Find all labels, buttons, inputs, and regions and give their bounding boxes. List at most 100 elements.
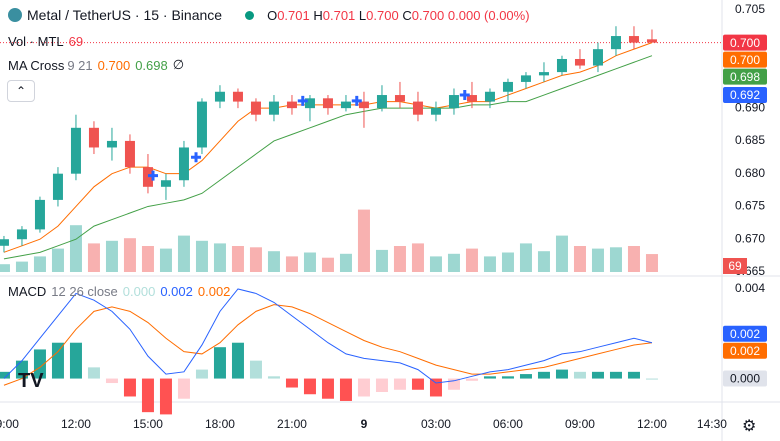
histogram-bar [357, 378, 370, 397]
candle-body [520, 75, 531, 82]
histogram-bar [375, 378, 388, 392]
volume-bar [105, 240, 118, 272]
x-tick-label: 09:00 [565, 417, 595, 431]
x-tick-label: 9 [361, 417, 368, 431]
price-tag-label: 0.000 [730, 372, 760, 386]
candle-body [214, 91, 225, 102]
x-tick-label: 09:00 [0, 417, 19, 431]
volume-tag-label: 69 [728, 259, 742, 273]
histogram-bar [645, 378, 658, 380]
ma-cross [191, 152, 202, 163]
candle-body [448, 95, 459, 109]
histogram-bar [213, 347, 226, 379]
volume-bar [69, 225, 82, 272]
candle-body [178, 147, 189, 181]
y-tick-label: 0.670 [735, 231, 765, 245]
volume-bar [501, 252, 514, 272]
ma-cross [297, 95, 308, 106]
ohlc: O0.701 H0.701 L0.700 C0.700 0.000 (0.00%… [267, 8, 530, 23]
macd-legend: MACD 12 26 close 0.000 0.002 0.002 [8, 284, 230, 299]
legend-params: 9 21 [67, 57, 93, 73]
price-tag [723, 68, 767, 85]
volume-bar [87, 243, 100, 272]
candle-body [52, 173, 63, 200]
y-tick-label: 0.004 [735, 281, 765, 295]
ohlc-key: H [313, 7, 323, 23]
candle-body [0, 239, 9, 246]
volume-bar [0, 264, 10, 272]
histogram-bar [51, 342, 64, 379]
candle-body [538, 72, 549, 76]
volume-bar [51, 248, 64, 272]
histogram-bar [627, 371, 640, 379]
settings-icon[interactable]: ⚙ [742, 418, 757, 435]
histogram-bar [123, 378, 136, 397]
volume-bar [231, 246, 244, 272]
legend-value: 69 [68, 34, 84, 49]
legend-title[interactable]: Vol · MTL [8, 34, 64, 49]
volume-bar [177, 235, 190, 272]
histogram-bar [249, 360, 262, 379]
price-tag-label: 0.002 [730, 327, 760, 341]
y-tick-label: 0.685 [735, 133, 765, 147]
legend-value: 0.698 [135, 57, 168, 73]
volume-bar [465, 248, 478, 272]
candle-body [592, 49, 603, 66]
volume-bar [267, 251, 280, 272]
histogram-bar [141, 378, 154, 413]
ohlc-value: 0.700 [411, 7, 445, 23]
price-tag-label: 0.700 [730, 53, 760, 67]
volume-tag [723, 258, 747, 274]
symbol[interactable]: Metal / TetherUS · 15 · Binance [27, 7, 223, 23]
ma-legend: MA Cross 9 21 0.700 0.698 ∅ [8, 57, 184, 73]
symbol-icon [8, 8, 22, 22]
candle-body [394, 95, 405, 102]
histogram-bar [33, 349, 46, 379]
volume-bar [15, 261, 28, 272]
volume-bar [627, 246, 640, 272]
candle-body [322, 98, 333, 109]
legend-title[interactable]: MA Cross [8, 57, 65, 73]
candle-body [574, 58, 585, 66]
y-tick-label: 0.705 [735, 2, 765, 16]
candle-body [430, 108, 441, 115]
collapse-button[interactable]: ⌃ [7, 80, 35, 102]
histogram-bar [321, 378, 334, 399]
legend-value: 0.002 [160, 284, 193, 299]
candle-body [376, 95, 387, 109]
x-tick-label: 14:30 [697, 417, 727, 431]
volume-bar [645, 254, 658, 272]
histogram-bar [501, 376, 514, 379]
volume-bar [321, 257, 334, 272]
histogram-bar [465, 378, 478, 381]
candle-body [70, 127, 81, 174]
logo[interactable]: TV [18, 370, 44, 392]
status-dot [245, 10, 255, 20]
price-tag [723, 325, 767, 342]
ma-cross [148, 170, 159, 181]
ma-line [3, 42, 653, 253]
volume-bar [411, 243, 424, 272]
candle-body [34, 199, 45, 230]
ohlc-key: C [402, 7, 412, 23]
histogram-bar [573, 371, 586, 379]
histogram-bar [285, 378, 298, 388]
y-tick-label: 0.680 [735, 166, 765, 180]
histogram-bar [447, 378, 460, 390]
volume-bar [393, 246, 406, 272]
ma-cross [459, 90, 470, 101]
legend-title[interactable]: MACD [8, 284, 47, 299]
signal-line [3, 304, 653, 386]
ma-cross [351, 95, 362, 106]
header: Metal / TetherUS · 15 · Binance O0.701 H… [8, 7, 530, 23]
volume-bar [375, 249, 388, 272]
candle-body [16, 229, 27, 240]
histogram-bar [411, 378, 424, 390]
volume-bar [357, 209, 370, 272]
legend-value: 0.700 [97, 57, 131, 73]
legend-params: 12 26 close [51, 284, 118, 299]
volume-bar [285, 256, 298, 272]
candle-body [466, 95, 477, 102]
volume-bar [573, 246, 586, 272]
